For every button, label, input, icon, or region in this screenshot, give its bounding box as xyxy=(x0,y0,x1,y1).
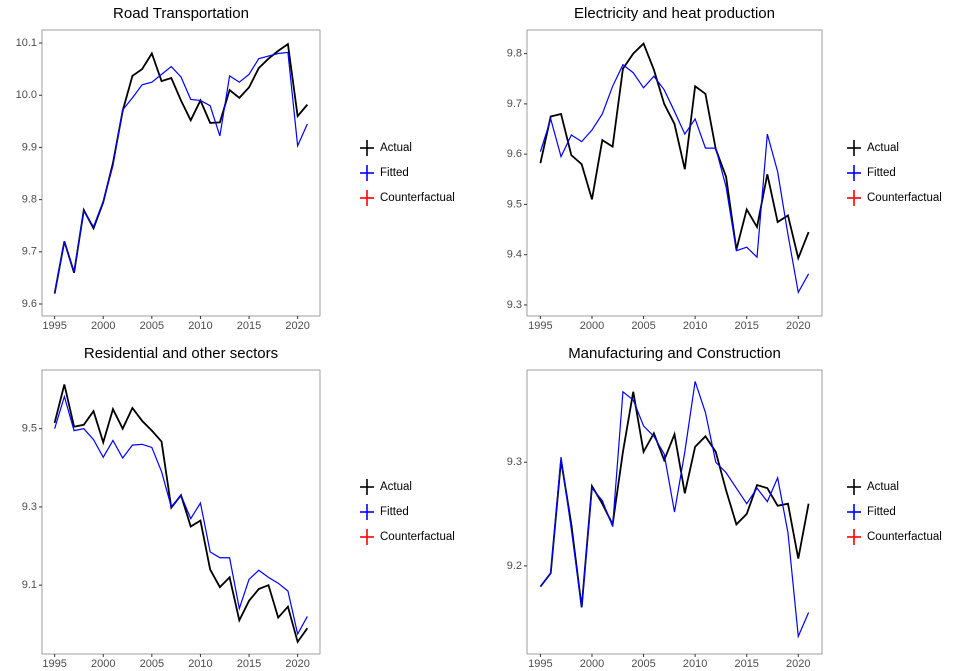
y-tick-label: 9.6 xyxy=(507,148,522,160)
series-line xyxy=(53,42,309,294)
x-tick-label: 2015 xyxy=(734,320,758,332)
x-tick-label: 2020 xyxy=(285,320,309,332)
x-tick-label: 1995 xyxy=(528,320,552,332)
legend-label: Counterfactual xyxy=(867,531,942,543)
y-tick-label: 9.5 xyxy=(22,423,37,435)
x-tick-label: 2005 xyxy=(631,320,655,332)
y-tick-label: 10.0 xyxy=(16,89,37,101)
y-tick-label: 9.6 xyxy=(22,298,37,310)
x-tick-label: 2010 xyxy=(188,658,212,670)
plot-frame xyxy=(41,29,321,317)
x-tick-label: 1995 xyxy=(42,320,66,332)
y-tick-label: 9.7 xyxy=(22,246,37,258)
y-tick-label: 9.3 xyxy=(507,456,522,468)
plot-frame xyxy=(526,29,823,317)
legend-label: Actual xyxy=(380,481,412,493)
x-tick-label: 2015 xyxy=(237,320,261,332)
x-tick-label: 2010 xyxy=(683,320,707,332)
y-tick-label: 9.2 xyxy=(507,560,522,572)
series-line xyxy=(539,41,810,262)
legend-label: Fitted xyxy=(867,506,896,518)
legend-label: Fitted xyxy=(380,167,409,179)
y-tick-label: 9.7 xyxy=(507,98,522,110)
x-tick-label: 1995 xyxy=(42,658,66,670)
x-tick-label: 2000 xyxy=(91,658,115,670)
y-tick-label: 9.3 xyxy=(22,501,37,513)
panel-title: Electricity and heat production xyxy=(574,5,775,22)
y-tick-label: 10.1 xyxy=(16,37,37,49)
x-tick-label: 2000 xyxy=(91,320,115,332)
legend-label: Actual xyxy=(380,142,412,154)
legend-label: Counterfactual xyxy=(867,192,942,204)
legend-label: Actual xyxy=(867,142,899,154)
x-tick-label: 2020 xyxy=(285,658,309,670)
y-tick-label: 9.1 xyxy=(22,579,37,591)
y-tick-label: 9.5 xyxy=(507,198,522,210)
series-line xyxy=(54,394,308,636)
x-tick-label: 2005 xyxy=(140,320,164,332)
series-line xyxy=(539,381,810,639)
panel-title: Residential and other sectors xyxy=(84,345,278,362)
legend-label: Counterfactual xyxy=(380,192,455,204)
x-tick-label: 2015 xyxy=(237,658,261,670)
y-tick-label: 9.4 xyxy=(507,249,522,261)
x-tick-label: 2020 xyxy=(786,320,810,332)
y-tick-label: 9.3 xyxy=(507,299,522,311)
panel-title: Road Transportation xyxy=(113,5,249,22)
x-tick-label: 2020 xyxy=(786,658,810,670)
legend-label: Fitted xyxy=(380,506,409,518)
x-tick-label: 2005 xyxy=(631,658,655,670)
x-tick-label: 1995 xyxy=(528,658,552,670)
series-line xyxy=(539,63,810,295)
legend-label: Fitted xyxy=(867,167,896,179)
y-tick-label: 9.8 xyxy=(22,194,37,206)
x-tick-label: 2000 xyxy=(580,320,604,332)
x-tick-label: 2010 xyxy=(188,320,212,332)
y-tick-label: 9.8 xyxy=(507,48,522,60)
y-tick-label: 9.9 xyxy=(22,141,37,153)
x-tick-label: 2000 xyxy=(580,658,604,670)
x-tick-label: 2005 xyxy=(140,658,164,670)
x-tick-label: 2010 xyxy=(683,658,707,670)
series-line xyxy=(53,384,309,644)
plot-frame xyxy=(526,369,823,655)
x-tick-label: 2015 xyxy=(734,658,758,670)
plot-frame xyxy=(41,369,321,655)
panel-title: Manufacturing and Construction xyxy=(568,345,781,362)
legend-label: Actual xyxy=(867,481,899,493)
legend-label: Counterfactual xyxy=(380,531,455,543)
series-line xyxy=(54,51,308,294)
